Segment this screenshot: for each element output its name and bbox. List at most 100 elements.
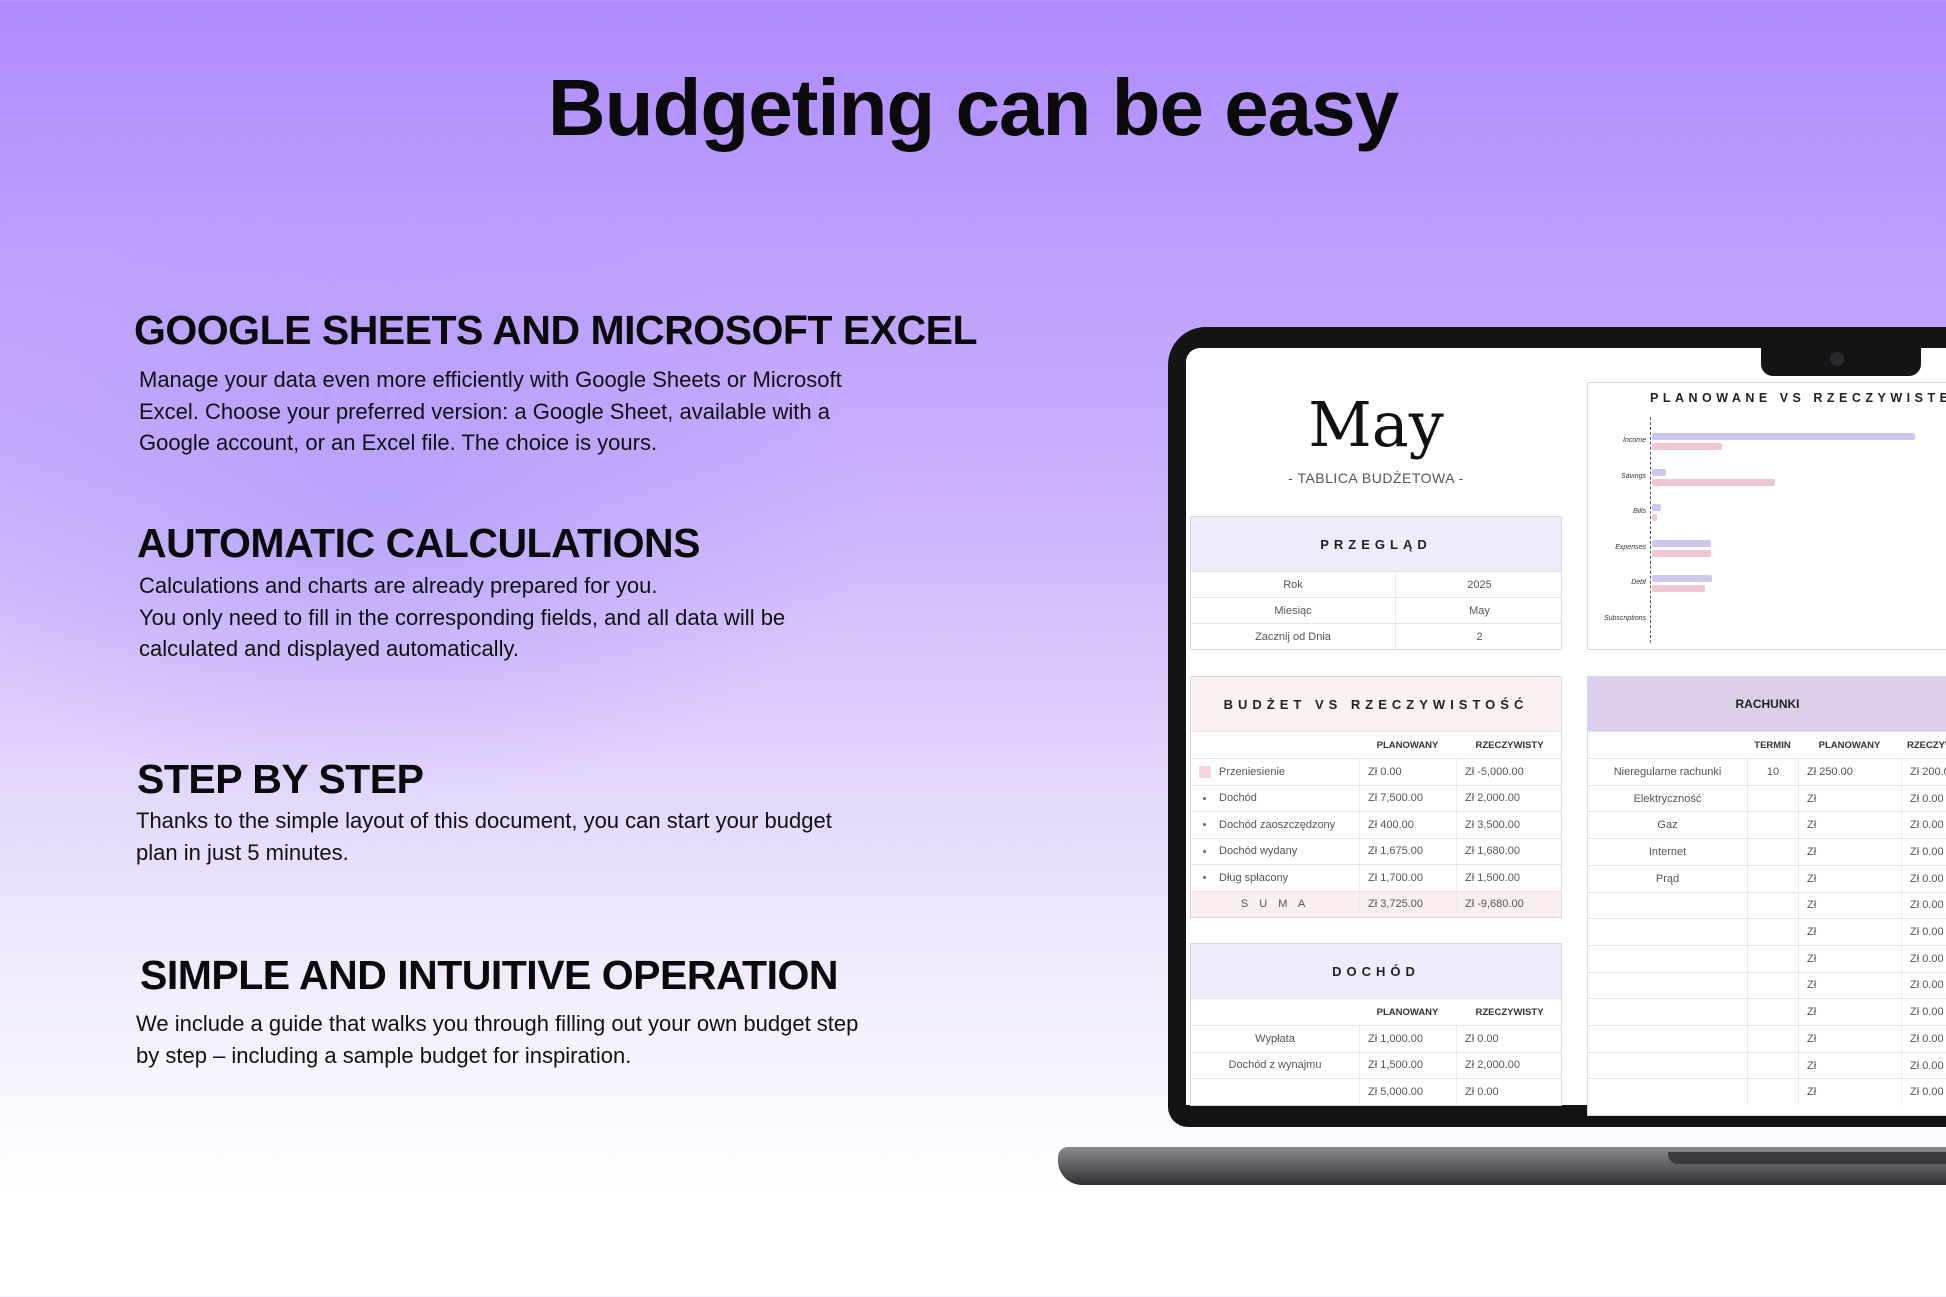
column-header: PLANOWANY (1376, 739, 1439, 751)
row-value[interactable]: Zł 0.00 (1901, 785, 1946, 812)
row-value[interactable] (1747, 785, 1798, 812)
row-label[interactable]: Dochód wydany (1219, 845, 1298, 858)
row-label[interactable] (1588, 946, 1747, 972)
row-value[interactable]: 2025 (1395, 572, 1563, 597)
row-value[interactable]: Zł 0.00 (1901, 839, 1946, 865)
row-value[interactable]: Zł 2,000.00 (1456, 1052, 1563, 1078)
axis-label: Income (1623, 437, 1646, 444)
feature-description: Manage your data even more efficiently w… (139, 364, 959, 459)
row-value[interactable] (1747, 1026, 1798, 1052)
row-value[interactable]: Zł 0.00 (1901, 865, 1946, 892)
row-label[interactable]: Dochód zaoszczędzony (1219, 818, 1336, 831)
axis-label: Savings (1621, 472, 1646, 480)
row-value[interactable] (1747, 945, 1798, 972)
row-value[interactable]: Zł 0.00 (1901, 1026, 1946, 1052)
row-value[interactable]: Zł 1,700.00 (1359, 865, 1456, 891)
row-value[interactable]: Zł 7,500.00 (1359, 785, 1456, 811)
row-value[interactable]: Zł (1798, 1079, 1901, 1106)
row-label[interactable]: Gaz (1657, 819, 1678, 832)
column-headers: PLANOWANY RZECZYWISTY (1191, 731, 1561, 758)
row-value[interactable]: Zł 1,675.00 (1359, 838, 1456, 864)
row-label[interactable] (1588, 1026, 1747, 1052)
sheet-month-title: May (1308, 388, 1444, 461)
row-label[interactable] (1588, 1053, 1747, 1079)
row-value[interactable] (1747, 865, 1798, 892)
row-value[interactable]: Zł 1,500.00 (1456, 865, 1563, 891)
row-label[interactable] (1588, 973, 1747, 999)
row-value[interactable]: Zł (1798, 812, 1901, 839)
row-value[interactable]: Zł 0.00 (1359, 759, 1456, 785)
row-value[interactable]: Zł -9,680.00 (1456, 891, 1563, 917)
row-value[interactable] (1747, 999, 1798, 1025)
row-value[interactable] (1747, 1052, 1798, 1079)
row-label[interactable] (1588, 1079, 1747, 1105)
row-value[interactable]: 10 (1747, 759, 1798, 785)
row-value[interactable]: Zł 0.00 (1901, 892, 1946, 919)
row-value[interactable]: Zł 0.00 (1901, 1052, 1946, 1079)
row-value[interactable]: Zł 400.00 (1359, 812, 1456, 838)
row-value[interactable]: Zł 250.00 (1798, 759, 1901, 785)
row-value[interactable]: Zł 0.00 (1901, 972, 1946, 999)
row-value[interactable]: Zł (1798, 892, 1901, 919)
row-label[interactable]: Miesiąc (1274, 604, 1312, 617)
row-value[interactable]: May (1395, 598, 1563, 623)
row-label[interactable]: Przeniesienie (1219, 765, 1286, 778)
row-value[interactable]: Zł (1798, 1052, 1901, 1079)
row-value[interactable] (1747, 812, 1798, 839)
row-label[interactable]: Wypłata (1255, 1032, 1295, 1045)
column-header: RZECZYWISTY (1475, 739, 1544, 751)
bar (1652, 433, 1915, 440)
row-label[interactable] (1588, 919, 1747, 945)
row-value[interactable]: Zł 1,500.00 (1359, 1052, 1456, 1078)
feature-heading: GOOGLE SHEETS AND MICROSOFT EXCEL (134, 307, 978, 353)
row-value[interactable]: Zł 0.00 (1901, 919, 1946, 945)
row-label[interactable]: S U M A (1240, 898, 1310, 911)
row-value[interactable]: Zł (1798, 945, 1901, 972)
row-value[interactable]: Zł (1798, 785, 1901, 812)
row-value[interactable]: Zł 200.00 (1901, 759, 1946, 785)
row-value[interactable]: Zł (1798, 1026, 1901, 1052)
row-value[interactable]: Zł 1,000.00 (1359, 1026, 1456, 1052)
row-label[interactable]: Zacznij od Dnia (1255, 630, 1331, 643)
row-value[interactable] (1747, 1079, 1798, 1106)
row-value[interactable]: 2 (1395, 624, 1563, 649)
row-value[interactable]: Zł (1798, 999, 1901, 1025)
row-value[interactable]: Zł 3,500.00 (1456, 812, 1563, 838)
row-label[interactable]: Dochód z wynajmu (1228, 1059, 1322, 1072)
row-value[interactable]: Zł (1798, 972, 1901, 999)
column-header: RZECZYWISTY (1475, 1006, 1544, 1018)
table-header: BUDŻET VS RZECZYWISTOŚĆ (1191, 677, 1561, 731)
row-label[interactable] (1588, 999, 1747, 1025)
row-label[interactable]: Elektryczność (1633, 792, 1702, 805)
row-value[interactable]: Zł 0.00 (1901, 812, 1946, 839)
row-value[interactable]: Zł (1798, 865, 1901, 892)
row-value[interactable] (1747, 839, 1798, 865)
row-value[interactable]: Zł 3,725.00 (1359, 891, 1456, 917)
row-value[interactable]: Zł 0.00 (1901, 945, 1946, 972)
row-value[interactable]: Zł 2,000.00 (1456, 785, 1563, 811)
row-label[interactable]: Rok (1283, 578, 1303, 591)
row-value[interactable] (1747, 972, 1798, 999)
axis-label: Bills (1633, 508, 1646, 515)
row-value[interactable] (1747, 919, 1798, 945)
chart-axis (1650, 417, 1651, 643)
axis-label: Subscriptions (1603, 614, 1646, 622)
row-value[interactable]: Zł 0.00 (1901, 999, 1946, 1025)
row-value[interactable] (1747, 892, 1798, 919)
row-value[interactable]: Zł 0.00 (1456, 1079, 1563, 1105)
row-value[interactable]: Zł 0.00 (1901, 1079, 1946, 1106)
row-value[interactable]: Zł 5,000.00 (1359, 1079, 1456, 1105)
row-value[interactable]: Zł 0.00 (1456, 1026, 1563, 1052)
row-label[interactable]: Prąd (1655, 872, 1680, 885)
row-label[interactable]: Dług spłacony (1219, 871, 1289, 884)
row-value[interactable]: Zł (1798, 919, 1901, 945)
row-label[interactable] (1588, 893, 1747, 919)
row-label[interactable]: Dochód (1219, 792, 1257, 805)
row-value[interactable]: Zł -5,000.00 (1456, 759, 1563, 785)
row-value[interactable]: Zł (1798, 839, 1901, 865)
row-value[interactable]: Zł 1,680.00 (1456, 838, 1563, 864)
row-label[interactable] (1191, 1079, 1359, 1105)
row-label[interactable]: Nieregularne rachunki (1613, 765, 1722, 778)
row-label[interactable]: Internet (1648, 845, 1687, 858)
table-row: Rok 2025 (1191, 571, 1561, 597)
